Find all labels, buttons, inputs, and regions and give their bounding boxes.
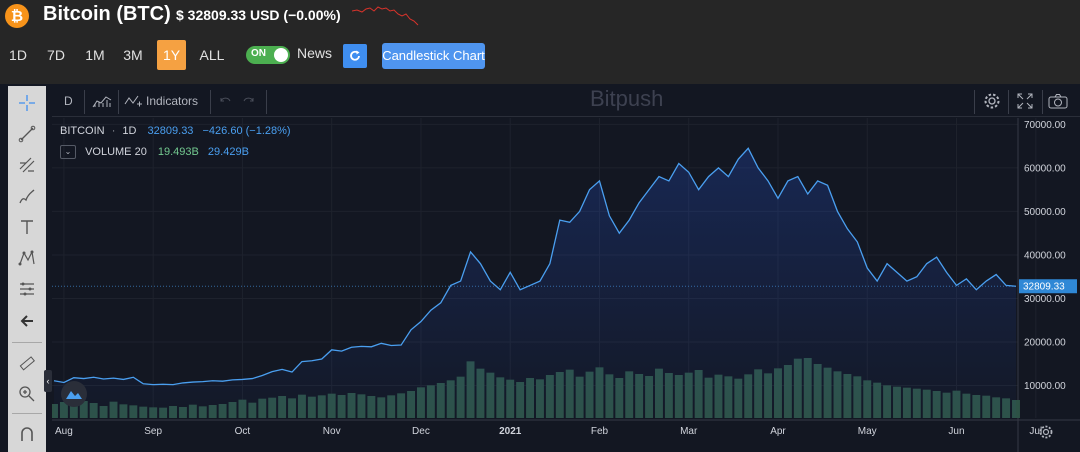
pattern-tool-icon[interactable] bbox=[12, 243, 42, 273]
x-tick-label: Jun bbox=[948, 426, 964, 437]
toolbar-divider bbox=[266, 90, 267, 114]
prediction-tool-icon[interactable] bbox=[12, 274, 42, 304]
x-tick-label: Aug bbox=[55, 426, 73, 437]
refresh-button[interactable] bbox=[343, 44, 367, 68]
toggle-label: ON bbox=[251, 48, 266, 59]
range-1m-button[interactable]: 1M bbox=[85, 47, 105, 63]
refresh-icon bbox=[350, 50, 360, 61]
range-1y-button[interactable]: 1Y bbox=[157, 40, 186, 70]
interval-button[interactable]: D bbox=[64, 94, 73, 108]
coin-title: Bitcoin (BTC) bbox=[43, 3, 171, 25]
indicators-button[interactable]: Indicators bbox=[124, 86, 198, 116]
legend-change: −426.60 (−1.28%) bbox=[202, 125, 291, 137]
indicators-label: Indicators bbox=[146, 94, 199, 108]
y-tick-label: 30000.00 bbox=[1024, 294, 1066, 305]
range-7d-button[interactable]: 7D bbox=[47, 47, 65, 63]
candlestick-chart-button[interactable]: Candlestick Chart bbox=[382, 43, 485, 69]
trend-line-icon[interactable] bbox=[12, 119, 42, 149]
x-tick-label: Mar bbox=[680, 426, 698, 437]
y-tick-label: 40000.00 bbox=[1024, 250, 1066, 261]
range-3m-button[interactable]: 3M bbox=[123, 47, 143, 63]
toolbar-divider bbox=[84, 90, 85, 114]
axis-settings-gear-icon[interactable] bbox=[1038, 424, 1054, 445]
price-line bbox=[53, 147, 1017, 386]
top-bar: ₿ Bitcoin (BTC) $ 32809.33 USD (−0.00%) … bbox=[0, 0, 1080, 84]
camera-snapshot-icon[interactable] bbox=[1048, 86, 1068, 116]
chart-style-icon[interactable] bbox=[92, 86, 112, 116]
legend-last-price: 32809.33 bbox=[147, 125, 194, 137]
last-price-tag bbox=[1019, 279, 1077, 294]
redo-icon[interactable] bbox=[242, 86, 256, 116]
watermark-text: Bitpush bbox=[590, 86, 664, 111]
news-toggle[interactable]: ON bbox=[246, 46, 290, 64]
sparkline-chart bbox=[352, 6, 419, 26]
ruler-icon[interactable] bbox=[12, 348, 42, 378]
y-tick-label: 10000.00 bbox=[1024, 381, 1066, 392]
x-tick-label: Apr bbox=[770, 426, 786, 437]
legend-symbol: BITCOIN bbox=[60, 125, 105, 137]
drawing-toolbar bbox=[8, 86, 46, 452]
toolbar-divider bbox=[12, 342, 42, 343]
x-tick-label: Nov bbox=[323, 426, 341, 437]
tradingview-logo-icon bbox=[61, 381, 87, 407]
collapse-toolbar-button[interactable]: ‹ bbox=[44, 370, 52, 392]
price-area-fill bbox=[54, 148, 1016, 418]
y-tick-label: 50000.00 bbox=[1024, 207, 1066, 218]
x-tick-label: Jul bbox=[1029, 426, 1042, 437]
x-tick-label: Sep bbox=[144, 426, 162, 437]
price-readout: $ 32809.33 USD (−0.00%) bbox=[176, 7, 341, 23]
last-price-label: 32809.33 bbox=[1023, 282, 1065, 293]
toolbar-divider bbox=[118, 90, 119, 114]
fib-tool-icon[interactable] bbox=[12, 150, 42, 180]
range-all-button[interactable]: ALL bbox=[199, 47, 225, 63]
x-tick-label: 2021 bbox=[499, 426, 522, 437]
toolbar-divider bbox=[1008, 90, 1009, 114]
price-chart: 70000.00 60000.00 50000.00 40000.00 30000.00… bbox=[52, 118, 1080, 452]
fullscreen-icon[interactable] bbox=[1016, 86, 1034, 116]
volume-value-b: 29.429B bbox=[207, 145, 249, 158]
toolbar-divider bbox=[12, 413, 42, 414]
volume-legend: ⌄ VOLUME 20 19.493B 29.429B bbox=[60, 145, 249, 159]
toolbar-divider bbox=[210, 90, 211, 114]
toolbar-divider bbox=[974, 90, 975, 114]
legend-interval: 1D bbox=[122, 125, 137, 137]
zoom-in-icon[interactable] bbox=[12, 379, 42, 409]
brush-icon[interactable] bbox=[12, 181, 42, 211]
volume-value-a: 19.493B bbox=[157, 145, 199, 158]
back-arrow-icon[interactable] bbox=[12, 306, 42, 336]
toggle-knob bbox=[274, 48, 288, 62]
news-label: News bbox=[297, 45, 333, 61]
y-tick-label: 20000.00 bbox=[1024, 338, 1066, 349]
volume-label: VOLUME 20 bbox=[85, 145, 147, 158]
chart-toolbar: D Indicators bbox=[52, 86, 1080, 117]
x-tick-label: May bbox=[858, 426, 877, 437]
x-tick-label: Dec bbox=[412, 426, 430, 437]
toolbar-divider bbox=[1042, 90, 1043, 114]
x-tick-label: Feb bbox=[591, 426, 609, 437]
bitcoin-logo-icon: ₿ bbox=[5, 4, 29, 28]
y-tick-label: 70000.00 bbox=[1024, 120, 1066, 131]
crosshair-icon[interactable] bbox=[12, 88, 42, 118]
indicators-icon bbox=[124, 95, 142, 107]
price-legend: BITCOIN · 1D 32809.33 −426.60 (−1.28%) bbox=[60, 125, 291, 137]
y-tick-label: 60000.00 bbox=[1024, 163, 1066, 174]
chevron-down-icon[interactable]: ⌄ bbox=[60, 145, 76, 159]
settings-gear-icon[interactable] bbox=[983, 86, 1001, 116]
undo-icon[interactable] bbox=[218, 86, 232, 116]
range-1d-button[interactable]: 1D bbox=[9, 47, 27, 63]
text-tool-icon[interactable] bbox=[12, 212, 42, 242]
magnet-icon[interactable] bbox=[12, 419, 42, 449]
x-tick-label: Oct bbox=[235, 426, 251, 437]
